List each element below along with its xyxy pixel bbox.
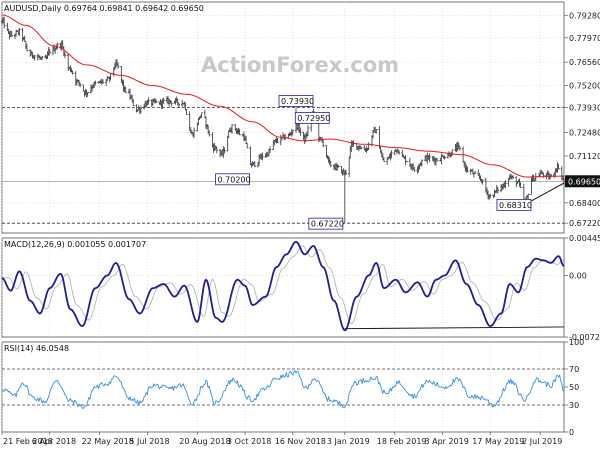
- price-panel-title: AUDUSD,Daily 0.69764 0.69841 0.69642 0.6…: [4, 4, 204, 13]
- macd-plot-area: [1, 237, 565, 338]
- macd-trendline: [344, 326, 565, 330]
- price-annotation-box: [278, 95, 314, 107]
- price-annotation-label: 0.70200: [218, 175, 251, 184]
- rsi-panel-title: RSI(14) 46.0548: [4, 344, 69, 353]
- price-tick-label: 0.79280: [569, 11, 600, 20]
- price-annotation-label: 0.73930: [281, 97, 314, 106]
- date-tick-label: 3 Oct 2018: [227, 437, 271, 446]
- date-tick-label: 16 Nov 2018: [275, 437, 326, 446]
- macd-panel-title: MACD(12,26,9) 0.001055 0.001707: [4, 240, 146, 249]
- price-tick-label: 0.68400: [569, 199, 600, 208]
- date-tick-label: 6 Apr 2018: [32, 437, 76, 446]
- price-panel: ActionForex.com 0.79280 0.77970 0.76560 0.75…: [0, 1, 600, 234]
- rsi-tick-label: 50: [569, 383, 579, 392]
- date-tick-label: 17 May 2019: [472, 437, 524, 446]
- price-tick-label: 0.71120: [569, 152, 600, 161]
- macd-line: [1, 240, 565, 332]
- price-tick-label: 0.67220: [569, 219, 600, 228]
- price-plot-area: [1, 1, 565, 234]
- price-annotation-box: [496, 198, 532, 211]
- price-annotation-label: 0.67220: [311, 220, 344, 229]
- price-tick-label: 0.75200: [569, 82, 600, 91]
- price-trendline: [524, 182, 565, 205]
- price-bars: [0, 16, 566, 224]
- price-tick-label: 0.76560: [569, 58, 600, 67]
- macd-tick-label: 0.00: [569, 272, 587, 281]
- price-annotation-box: [215, 173, 250, 186]
- date-tick-label: 3 Apr 2019: [424, 437, 468, 446]
- price-tick-label: 0.72480: [569, 128, 600, 137]
- current-price-badge: [565, 175, 600, 188]
- date-tick-label: 22 May 2018: [82, 437, 134, 446]
- date-tick-label: 2 Jul 2019: [522, 437, 562, 446]
- macd-signal-line: [2, 245, 565, 325]
- rsi-panel: 100 70 50 30 0 RSI(14) 46.0548: [1, 338, 584, 437]
- price-annotation-box: [294, 111, 330, 124]
- date-tick-label: 18 Feb 2019: [377, 437, 427, 446]
- rsi-line: [1, 370, 565, 409]
- date-tick-label: 20 Aug 2018: [179, 437, 230, 446]
- price-tick-label: 0.77970: [569, 34, 600, 43]
- date-tick-label: 3 Jan 2019: [327, 437, 370, 446]
- rsi-tick-label: 30: [569, 401, 579, 410]
- rsi-tick-label: 100: [569, 338, 584, 347]
- moving-average-line: [1, 14, 564, 178]
- rsi-tick-label: 0: [569, 428, 574, 437]
- current-price-label: 0.69650: [568, 177, 600, 186]
- price-annotation-box: [308, 217, 344, 230]
- macd-tick-label: -0.007298: [569, 333, 600, 342]
- price-tick-label: 0.73930: [569, 104, 600, 113]
- date-tick-label: 21 Feb 2018: [3, 437, 53, 446]
- macd-tick-label: 0.004456: [569, 234, 600, 243]
- rsi-plot-area: [1, 341, 565, 433]
- price-annotation-label: 0.72950: [297, 114, 330, 123]
- rsi-tick-label: 70: [569, 365, 579, 374]
- watermark: ActionForex.com: [201, 53, 399, 77]
- price-annotation-label: 0.68310: [499, 201, 532, 210]
- macd-panel: 0.004456 0.00 -0.007298 MACD(12,26,9) 0.001…: [1, 234, 600, 342]
- date-tick-label: 5 Jul 2018: [129, 437, 169, 446]
